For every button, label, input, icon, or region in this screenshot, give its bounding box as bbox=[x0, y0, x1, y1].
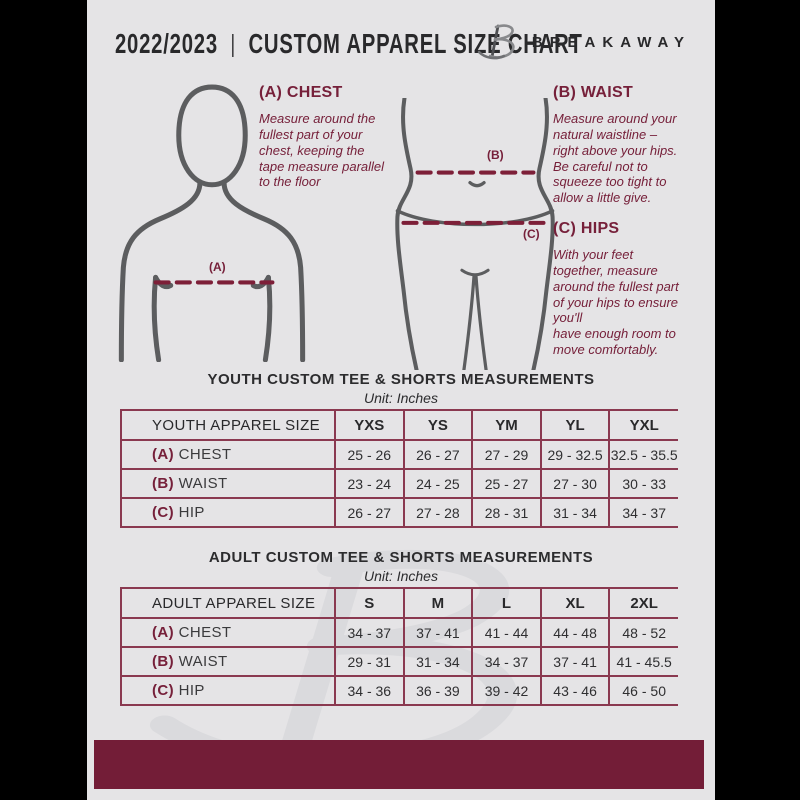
measurement-key-label: (A) bbox=[152, 624, 175, 641]
size-column-header-cell: 2XL bbox=[609, 587, 678, 619]
measurement-value-cell: 31 - 34 bbox=[403, 646, 474, 677]
measurement-row-label-cell: (B) WAIST bbox=[120, 468, 336, 499]
measurement-row-label-cell: (B) WAIST bbox=[120, 646, 336, 677]
chart-title-label: CUSTOM APPAREL SIZE CHART bbox=[248, 28, 583, 60]
table-row: (A) CHEST 34 - 37 37 - 41 41 - 44 44 - 48 48 … bbox=[120, 617, 678, 648]
youth-table-unit: Unit: Inches bbox=[364, 390, 438, 406]
table-row: (C) HIP 26 - 27 27 - 28 28 - 31 31 - 34 34 - … bbox=[120, 497, 678, 528]
size-column-header-cell: YS bbox=[403, 409, 474, 441]
adult-size-table: ADULT APPAREL SIZE S M L XL 2XL (A) CHEST 34 - … bbox=[120, 587, 678, 706]
chest-instructions: (A) CHEST Measure around the fullest par… bbox=[259, 84, 419, 190]
measurement-key-label: (C) bbox=[152, 504, 175, 521]
waist-measure-label: (B) bbox=[487, 148, 504, 162]
measurement-value-cell: 27 - 30 bbox=[540, 468, 611, 499]
page-title: 2022/2023 | CUSTOM APPAREL SIZE CHART bbox=[115, 28, 583, 61]
apparel-size-header-cell: YOUTH APPAREL SIZE bbox=[120, 409, 336, 441]
measurement-value-cell: 25 - 27 bbox=[472, 468, 542, 499]
lower-torso-silhouette-figure bbox=[395, 98, 555, 370]
table-row: (B) WAIST 23 - 24 24 - 25 25 - 27 27 - 30 30 … bbox=[120, 468, 678, 499]
measurement-value-cell: 36 - 39 bbox=[403, 675, 474, 706]
measurement-value-cell: 24 - 25 bbox=[403, 468, 474, 499]
size-column-header-cell: M bbox=[403, 587, 474, 619]
size-column-header-cell: YXS bbox=[335, 409, 405, 441]
measurement-value-cell: 41 - 44 bbox=[472, 617, 542, 648]
measurement-value-cell: 34 - 37 bbox=[335, 617, 405, 648]
hip-measure-label: (C) bbox=[523, 227, 540, 241]
table-row: (A) CHEST 25 - 26 26 - 27 27 - 29 29 - 32.5 3… bbox=[120, 439, 678, 470]
measurement-value-cell: 44 - 48 bbox=[540, 617, 611, 648]
measurement-row-label-cell: (C) HIP bbox=[120, 497, 336, 528]
youth-size-table: YOUTH APPAREL SIZE YXS YS YM YL YXL (A) CHEST 2… bbox=[120, 409, 678, 528]
measurement-value-cell: 43 - 46 bbox=[540, 675, 611, 706]
size-column-header-cell: YL bbox=[540, 409, 611, 441]
measurement-key-label: (B) bbox=[152, 653, 175, 670]
waist-instructions: (B) WAIST Measure around your natural wa… bbox=[553, 84, 711, 206]
document-sheet: 2022/2023 | CUSTOM APPAREL SIZE CHART BR… bbox=[87, 0, 715, 800]
hips-instructions-heading: (C) HIPS bbox=[553, 220, 620, 237]
table-header-row: ADULT APPAREL SIZE S M L XL 2XL bbox=[120, 587, 678, 619]
hips-instructions-body: With your feet together, measure around … bbox=[553, 247, 679, 358]
measurement-value-cell: 37 - 41 bbox=[540, 646, 611, 677]
measurement-value-cell: 25 - 26 bbox=[335, 439, 405, 470]
measurement-value-cell: 37 - 41 bbox=[403, 617, 474, 648]
measurement-value-cell: 30 - 33 bbox=[609, 468, 678, 499]
chest-instructions-body: Measure around the fullest part of your … bbox=[259, 111, 385, 190]
apparel-size-header-cell: ADULT APPAREL SIZE bbox=[120, 587, 336, 619]
size-column-header-cell: XL bbox=[540, 587, 611, 619]
size-column-header-cell: YM bbox=[472, 409, 542, 441]
measurement-value-cell: 46 - 50 bbox=[609, 675, 678, 706]
brand-lockup: BREAKAWAY bbox=[476, 22, 691, 62]
chest-measure-label: (A) bbox=[209, 260, 226, 274]
measurement-row-label-cell: (A) CHEST bbox=[120, 439, 336, 470]
measurement-value-cell: 39 - 42 bbox=[472, 675, 542, 706]
measurement-key-label: (A) bbox=[152, 446, 175, 463]
measurement-value-cell: 27 - 28 bbox=[403, 497, 474, 528]
size-column-header-cell: L bbox=[472, 587, 542, 619]
measurement-value-cell: 26 - 27 bbox=[403, 439, 474, 470]
measurement-key-label: (C) bbox=[152, 682, 175, 699]
size-column-header-cell: S bbox=[335, 587, 405, 619]
waist-instructions-body: Measure around your natural waistline – … bbox=[553, 111, 678, 206]
adult-table-unit: Unit: Inches bbox=[364, 568, 438, 584]
adult-table-title: ADULT CUSTOM TEE & SHORTS MEASUREMENTS bbox=[208, 549, 594, 566]
measurement-value-cell: 32.5 - 35.5 bbox=[609, 439, 678, 470]
waist-instructions-heading: (B) WAIST bbox=[553, 84, 634, 101]
measurement-value-cell: 41 - 45.5 bbox=[609, 646, 678, 677]
breakaway-logo-icon bbox=[477, 24, 515, 60]
upper-torso-silhouette-figure bbox=[118, 84, 306, 362]
measurement-value-cell: 23 - 24 bbox=[335, 468, 405, 499]
measurement-value-cell: 34 - 37 bbox=[609, 497, 678, 528]
measurement-value-cell: 26 - 27 bbox=[335, 497, 405, 528]
size-column-header-cell: YXL bbox=[609, 409, 678, 441]
hips-instructions: (C) HIPS With your feet together, measur… bbox=[553, 220, 713, 358]
footer-bar bbox=[94, 740, 704, 789]
table-header-row: YOUTH APPAREL SIZE YXS YS YM YL YXL bbox=[120, 409, 678, 441]
measurement-value-cell: 29 - 32.5 bbox=[540, 439, 611, 470]
title-separator: | bbox=[230, 29, 237, 58]
measurement-row-label-cell: (C) HIP bbox=[120, 675, 336, 706]
content-layer: 2022/2023 | CUSTOM APPAREL SIZE CHART BR… bbox=[87, 0, 715, 800]
measurement-value-cell: 28 - 31 bbox=[472, 497, 542, 528]
measurement-value-cell: 34 - 36 bbox=[335, 675, 405, 706]
table-row: (C) HIP 34 - 36 36 - 39 39 - 42 43 - 46 46 - … bbox=[120, 675, 678, 706]
measurement-key-label: (B) bbox=[152, 475, 175, 492]
table-row: (B) WAIST 29 - 31 31 - 34 34 - 37 37 - 41 41 … bbox=[120, 646, 678, 677]
measurement-value-cell: 34 - 37 bbox=[472, 646, 542, 677]
measurement-value-cell: 31 - 34 bbox=[540, 497, 611, 528]
measurement-value-cell: 27 - 29 bbox=[472, 439, 542, 470]
measurement-row-label-cell: (A) CHEST bbox=[120, 617, 336, 648]
chest-instructions-heading: (A) CHEST bbox=[259, 84, 343, 101]
season-label: 2022/2023 bbox=[115, 28, 218, 60]
brand-name: BREAKAWAY bbox=[531, 33, 691, 51]
measurement-value-cell: 29 - 31 bbox=[335, 646, 405, 677]
measurement-value-cell: 48 - 52 bbox=[609, 617, 678, 648]
youth-table-title: YOUTH CUSTOM TEE & SHORTS MEASUREMENTS bbox=[207, 371, 595, 388]
